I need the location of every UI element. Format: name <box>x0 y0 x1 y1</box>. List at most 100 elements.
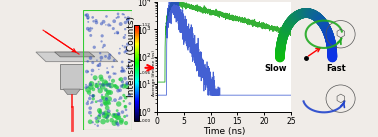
Point <box>112 85 118 87</box>
Point <box>118 78 124 80</box>
Point <box>98 100 104 102</box>
Point <box>121 100 127 102</box>
Point <box>119 111 125 113</box>
Point <box>95 65 101 67</box>
Point <box>98 86 104 88</box>
Point <box>123 122 129 124</box>
Point <box>92 123 98 125</box>
Point <box>96 64 102 66</box>
Point <box>122 16 128 19</box>
Point <box>83 14 89 16</box>
Point <box>100 112 106 115</box>
Point <box>122 21 129 24</box>
Polygon shape <box>36 52 118 62</box>
Point <box>97 111 103 113</box>
Point <box>93 19 99 22</box>
Point <box>111 59 117 62</box>
Point <box>104 117 110 119</box>
Point <box>115 124 121 126</box>
Point <box>107 83 113 85</box>
Point <box>115 113 121 115</box>
Point <box>88 34 94 37</box>
Point <box>125 43 131 45</box>
Point <box>90 69 96 72</box>
Point <box>116 113 122 115</box>
Point <box>118 85 124 87</box>
Point <box>83 84 89 86</box>
Point <box>85 89 91 91</box>
Point <box>90 20 96 22</box>
Point <box>103 89 109 91</box>
Point <box>120 13 126 15</box>
Point <box>84 102 90 105</box>
Point <box>111 72 117 75</box>
Point <box>111 113 117 116</box>
Point <box>87 94 93 97</box>
Point <box>104 115 110 118</box>
Point <box>83 86 89 89</box>
Bar <box>83 10 132 130</box>
Point <box>125 17 131 19</box>
Point <box>93 117 99 119</box>
Point <box>103 82 109 84</box>
Point <box>98 76 104 78</box>
Point <box>121 36 127 39</box>
Point <box>100 120 106 123</box>
Point <box>87 27 93 29</box>
Point <box>114 122 120 124</box>
Point <box>119 45 125 47</box>
Point <box>99 35 105 37</box>
Point <box>116 98 122 100</box>
Point <box>106 110 112 112</box>
Point <box>98 57 104 59</box>
Point <box>100 46 106 48</box>
Point <box>94 84 100 86</box>
Point <box>124 115 130 117</box>
Point <box>88 81 94 83</box>
Point <box>97 109 103 111</box>
Point <box>109 100 115 102</box>
Point <box>104 103 110 105</box>
Point <box>91 46 97 48</box>
Point <box>104 84 110 86</box>
Point <box>93 85 99 87</box>
Point <box>103 97 109 99</box>
Point <box>100 84 106 86</box>
Point <box>125 18 132 20</box>
Point <box>124 85 130 87</box>
Point <box>102 114 108 117</box>
Point <box>105 113 112 115</box>
Point <box>119 70 125 72</box>
Point <box>111 114 117 117</box>
Point <box>107 79 113 81</box>
Point <box>119 61 125 63</box>
Point <box>124 19 130 21</box>
Point <box>114 32 120 34</box>
Point <box>90 98 96 100</box>
Point <box>97 52 103 54</box>
Point <box>106 91 112 93</box>
Point <box>88 115 94 117</box>
Point <box>116 103 122 105</box>
Point <box>99 95 105 98</box>
Text: ⬡: ⬡ <box>336 29 345 39</box>
Point <box>102 81 108 83</box>
Point <box>122 51 128 53</box>
Point <box>118 23 124 25</box>
Point <box>85 21 91 23</box>
Point <box>107 86 113 88</box>
Point <box>113 121 119 123</box>
Point <box>122 105 128 108</box>
Point <box>115 16 121 18</box>
Point <box>97 62 103 64</box>
Point <box>105 71 111 74</box>
Point <box>85 18 91 20</box>
Point <box>85 60 91 62</box>
Point <box>113 115 119 117</box>
Polygon shape <box>54 52 95 57</box>
Point <box>96 120 102 122</box>
Point <box>116 52 122 54</box>
Point <box>99 94 105 96</box>
Point <box>121 70 127 72</box>
Point <box>90 95 96 97</box>
